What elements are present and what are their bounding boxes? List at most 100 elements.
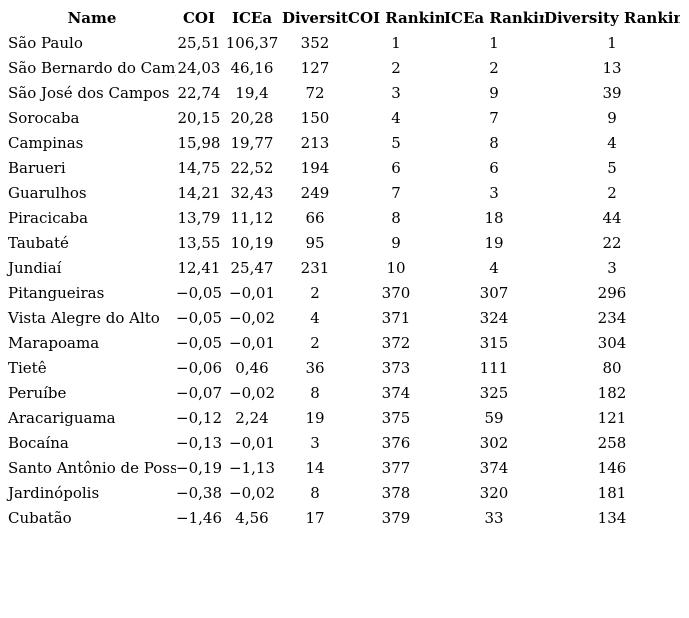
diversity-cell: 3 xyxy=(310,433,320,452)
coi-cell: −0,05 xyxy=(176,308,222,327)
city-name-cell: Pitangueiras xyxy=(8,283,105,302)
table-row: Campinas 15,98 19,77 213 5 8 4 xyxy=(0,130,680,155)
table-row: Vista Alegre do Alto −0,05 −0,02 4 371 3… xyxy=(0,305,680,330)
coi-cell: 24,03 xyxy=(177,58,221,77)
coi-ranking-cell: 373 xyxy=(381,358,411,377)
table-row: Barueri 14,75 22,52 194 6 6 5 xyxy=(0,155,680,180)
icea-ranking-cell: 8 xyxy=(489,133,499,152)
table-row: Peruíbe −0,07 −0,02 8 374 325 182 xyxy=(0,380,680,405)
icea-ranking-cell: 325 xyxy=(479,383,509,402)
table-row: Tietê −0,06 0,46 36 373 111 80 xyxy=(0,355,680,380)
icea-cell: −0,02 xyxy=(229,308,275,327)
coi-ranking-cell: 377 xyxy=(381,458,411,477)
coi-cell: 14,21 xyxy=(177,183,221,202)
diversity-ranking-cell: 258 xyxy=(597,433,627,452)
table-row: São José dos Campos 22,74 19,4 72 3 9 39 xyxy=(0,80,680,105)
coi-ranking-cell: 378 xyxy=(381,483,411,502)
diversity-cell: 4 xyxy=(310,308,320,327)
diversity-cell: 19 xyxy=(305,408,325,427)
diversity-ranking-cell: 1 xyxy=(607,33,617,52)
header-row: Name COI ICEa Diversity COI Ranking ICEa… xyxy=(0,5,680,30)
col-header-icea-ranking: ICEa Ranking xyxy=(444,8,544,27)
diversity-cell: 249 xyxy=(300,183,330,202)
diversity-ranking-cell: 134 xyxy=(597,508,627,527)
table-row: Aracariguama −0,12 2,24 19 375 59 121 xyxy=(0,405,680,430)
coi-ranking-cell: 7 xyxy=(391,183,401,202)
city-name-cell: São Paulo xyxy=(8,33,83,52)
city-name-cell: Peruíbe xyxy=(8,383,67,402)
icea-cell: −1,13 xyxy=(229,458,275,477)
diversity-cell: 213 xyxy=(300,133,330,152)
table-row: Guarulhos 14,21 32,43 249 7 3 2 xyxy=(0,180,680,205)
icea-ranking-cell: 302 xyxy=(479,433,509,452)
icea-cell: −0,01 xyxy=(229,283,275,302)
table-row: Cubatão −1,46 4,56 17 379 33 134 xyxy=(0,505,680,530)
coi-cell: 13,55 xyxy=(177,233,221,252)
coi-cell: −1,46 xyxy=(176,508,222,527)
table-row: Piracicaba 13,79 11,12 66 8 18 44 xyxy=(0,205,680,230)
icea-ranking-cell: 4 xyxy=(489,258,499,277)
diversity-cell: 8 xyxy=(310,483,320,502)
coi-ranking-cell: 6 xyxy=(391,158,401,177)
icea-ranking-cell: 59 xyxy=(484,408,504,427)
icea-ranking-cell: 2 xyxy=(489,58,499,77)
icea-ranking-cell: 33 xyxy=(484,508,504,527)
coi-cell: 15,98 xyxy=(177,133,221,152)
diversity-ranking-cell: 9 xyxy=(607,108,617,127)
diversity-cell: 8 xyxy=(310,383,320,402)
icea-ranking-cell: 9 xyxy=(489,83,499,102)
col-header-diversity: Diversity xyxy=(282,8,348,27)
city-name-cell: Taubaté xyxy=(8,233,69,252)
icea-ranking-cell: 324 xyxy=(479,308,509,327)
city-name-cell: Cubatão xyxy=(8,508,72,527)
icea-cell: 32,43 xyxy=(230,183,274,202)
coi-ranking-cell: 2 xyxy=(391,58,401,77)
coi-ranking-cell: 371 xyxy=(381,308,411,327)
coi-cell: 12,41 xyxy=(177,258,221,277)
city-name-cell: Aracariguama xyxy=(8,408,116,427)
icea-ranking-cell: 7 xyxy=(489,108,499,127)
diversity-cell: 231 xyxy=(300,258,330,277)
icea-cell: −0,02 xyxy=(229,483,275,502)
icea-cell: 46,16 xyxy=(230,58,274,77)
city-rankings-table: Name COI ICEa Diversity COI Ranking ICEa… xyxy=(0,5,680,530)
city-name-cell: Piracicaba xyxy=(8,208,89,227)
coi-ranking-cell: 375 xyxy=(381,408,411,427)
city-name-cell: Marapoama xyxy=(8,333,100,352)
city-name-cell: Jardinópolis xyxy=(8,483,100,502)
table-row: São Bernardo do Campo 24,03 46,16 127 2 … xyxy=(0,55,680,80)
diversity-cell: 36 xyxy=(305,358,325,377)
coi-ranking-cell: 372 xyxy=(381,333,411,352)
icea-ranking-cell: 111 xyxy=(479,358,509,377)
icea-cell: 0,46 xyxy=(235,358,269,377)
coi-ranking-cell: 9 xyxy=(391,233,401,252)
table-row: Jardinópolis −0,38 −0,02 8 378 320 181 xyxy=(0,480,680,505)
icea-cell: 11,12 xyxy=(230,208,274,227)
icea-cell: 20,28 xyxy=(230,108,274,127)
icea-ranking-cell: 19 xyxy=(484,233,504,252)
diversity-ranking-cell: 4 xyxy=(607,133,617,152)
icea-ranking-cell: 6 xyxy=(489,158,499,177)
coi-cell: −0,05 xyxy=(176,283,222,302)
icea-ranking-cell: 315 xyxy=(479,333,509,352)
coi-cell: −0,13 xyxy=(176,433,222,452)
diversity-ranking-cell: 146 xyxy=(597,458,627,477)
diversity-cell: 14 xyxy=(305,458,325,477)
coi-ranking-cell: 379 xyxy=(381,508,411,527)
diversity-ranking-cell: 5 xyxy=(607,158,617,177)
diversity-cell: 17 xyxy=(305,508,325,527)
table-row: Santo Antônio de Posse −0,19 −1,13 14 37… xyxy=(0,455,680,480)
icea-ranking-cell: 320 xyxy=(479,483,509,502)
diversity-ranking-cell: 304 xyxy=(597,333,627,352)
table-row: Bocaína −0,13 −0,01 3 376 302 258 xyxy=(0,430,680,455)
city-name-cell: São José dos Campos xyxy=(8,83,170,102)
coi-ranking-cell: 3 xyxy=(391,83,401,102)
diversity-ranking-cell: 181 xyxy=(597,483,627,502)
coi-cell: −0,12 xyxy=(176,408,222,427)
table-row: Marapoama −0,05 −0,01 2 372 315 304 xyxy=(0,330,680,355)
col-header-icea: ICEa xyxy=(231,8,273,27)
diversity-ranking-cell: 22 xyxy=(602,233,622,252)
icea-cell: 19,77 xyxy=(230,133,274,152)
coi-cell: −0,07 xyxy=(176,383,222,402)
